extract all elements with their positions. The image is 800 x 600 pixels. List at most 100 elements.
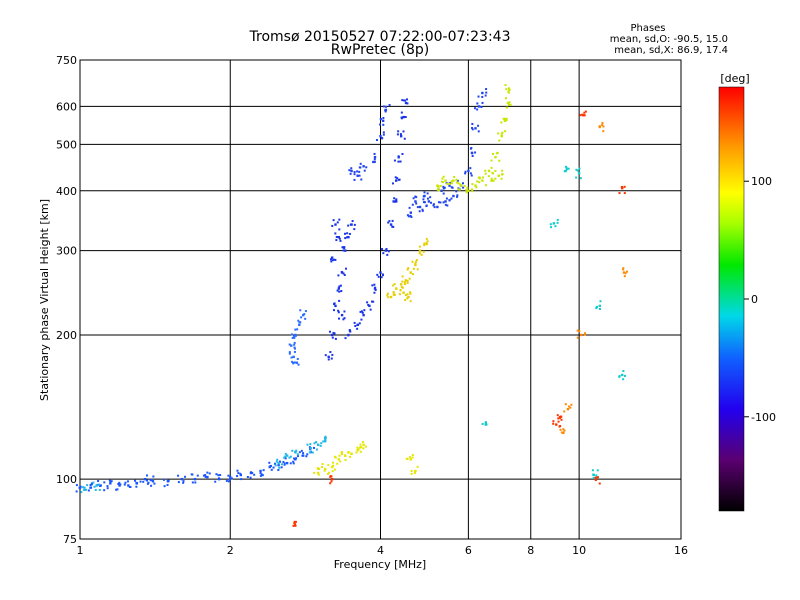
data-point xyxy=(443,186,446,189)
data-point xyxy=(194,481,197,484)
y-axis-label: Stationary phase Virtual Height [km] xyxy=(38,199,51,401)
data-point xyxy=(153,482,156,485)
data-point xyxy=(464,170,467,173)
data-point xyxy=(402,130,405,133)
data-point xyxy=(133,479,136,482)
data-point xyxy=(500,134,504,138)
data-point xyxy=(347,224,350,227)
data-point xyxy=(404,279,407,282)
data-point xyxy=(466,186,469,189)
data-point xyxy=(366,301,369,304)
data-point xyxy=(337,311,340,314)
data-point xyxy=(290,356,293,359)
data-point xyxy=(343,317,346,320)
data-point xyxy=(393,293,396,296)
data-point xyxy=(555,423,558,426)
data-point xyxy=(595,476,598,479)
data-point xyxy=(379,134,382,138)
data-point xyxy=(450,186,453,189)
data-point xyxy=(387,250,390,253)
data-point xyxy=(362,443,365,446)
data-point xyxy=(442,201,445,204)
data-point xyxy=(415,258,418,261)
data-point xyxy=(386,294,389,297)
data-point xyxy=(598,126,601,129)
data-point xyxy=(329,351,332,354)
data-point xyxy=(338,237,341,240)
data-point xyxy=(360,310,363,313)
data-point xyxy=(477,95,480,98)
data-point xyxy=(437,185,440,188)
data-point xyxy=(411,456,414,459)
data-point xyxy=(368,304,371,308)
data-point xyxy=(391,182,394,185)
data-point xyxy=(321,463,324,466)
data-point xyxy=(474,107,477,110)
data-point xyxy=(337,458,341,461)
data-point xyxy=(570,403,573,406)
data-point xyxy=(296,453,299,456)
data-point xyxy=(333,303,336,306)
data-point xyxy=(485,88,488,91)
data-point xyxy=(284,455,287,458)
data-point xyxy=(622,267,625,270)
data-point xyxy=(342,272,345,275)
data-point xyxy=(240,478,243,481)
data-point xyxy=(90,486,93,489)
data-point xyxy=(83,488,86,492)
data-point xyxy=(408,456,411,459)
data-point xyxy=(217,474,220,477)
data-point xyxy=(433,206,436,209)
data-point xyxy=(409,458,412,461)
data-point xyxy=(410,469,413,472)
data-point xyxy=(372,300,375,303)
data-point xyxy=(329,258,332,261)
data-point xyxy=(329,475,332,478)
data-point xyxy=(458,188,461,191)
data-point xyxy=(297,363,300,366)
data-point xyxy=(333,468,336,471)
data-point xyxy=(441,177,444,180)
data-point xyxy=(381,119,385,122)
data-point xyxy=(384,105,387,108)
data-point xyxy=(330,260,333,263)
data-point xyxy=(95,484,98,487)
data-point xyxy=(575,176,578,179)
data-point xyxy=(299,309,302,312)
data-point xyxy=(166,483,169,486)
data-point xyxy=(285,454,289,457)
data-point xyxy=(92,481,95,484)
data-point xyxy=(373,152,376,155)
data-point xyxy=(409,291,412,294)
data-point xyxy=(474,127,477,130)
data-point xyxy=(393,283,396,286)
data-point xyxy=(491,171,494,174)
data-point xyxy=(418,249,422,252)
data-point xyxy=(414,470,417,473)
data-point xyxy=(474,184,477,187)
data-point xyxy=(487,169,491,173)
data-point xyxy=(374,288,377,291)
data-point xyxy=(415,202,418,205)
data-point xyxy=(373,158,376,161)
data-point xyxy=(401,286,404,289)
data-point xyxy=(99,484,102,487)
data-point xyxy=(380,137,383,140)
data-point xyxy=(401,152,404,155)
data-point xyxy=(558,415,561,418)
data-point xyxy=(293,522,296,525)
data-point xyxy=(426,240,429,243)
data-point xyxy=(109,482,112,485)
data-point xyxy=(340,313,344,317)
data-point xyxy=(448,184,451,187)
data-point xyxy=(236,475,239,478)
data-point xyxy=(288,456,291,459)
data-point xyxy=(395,199,398,202)
data-point xyxy=(358,174,361,177)
data-point xyxy=(477,124,480,127)
data-point xyxy=(448,199,451,202)
data-point xyxy=(83,486,86,489)
data-point xyxy=(227,480,230,483)
data-point xyxy=(324,440,327,443)
data-point xyxy=(288,343,291,346)
